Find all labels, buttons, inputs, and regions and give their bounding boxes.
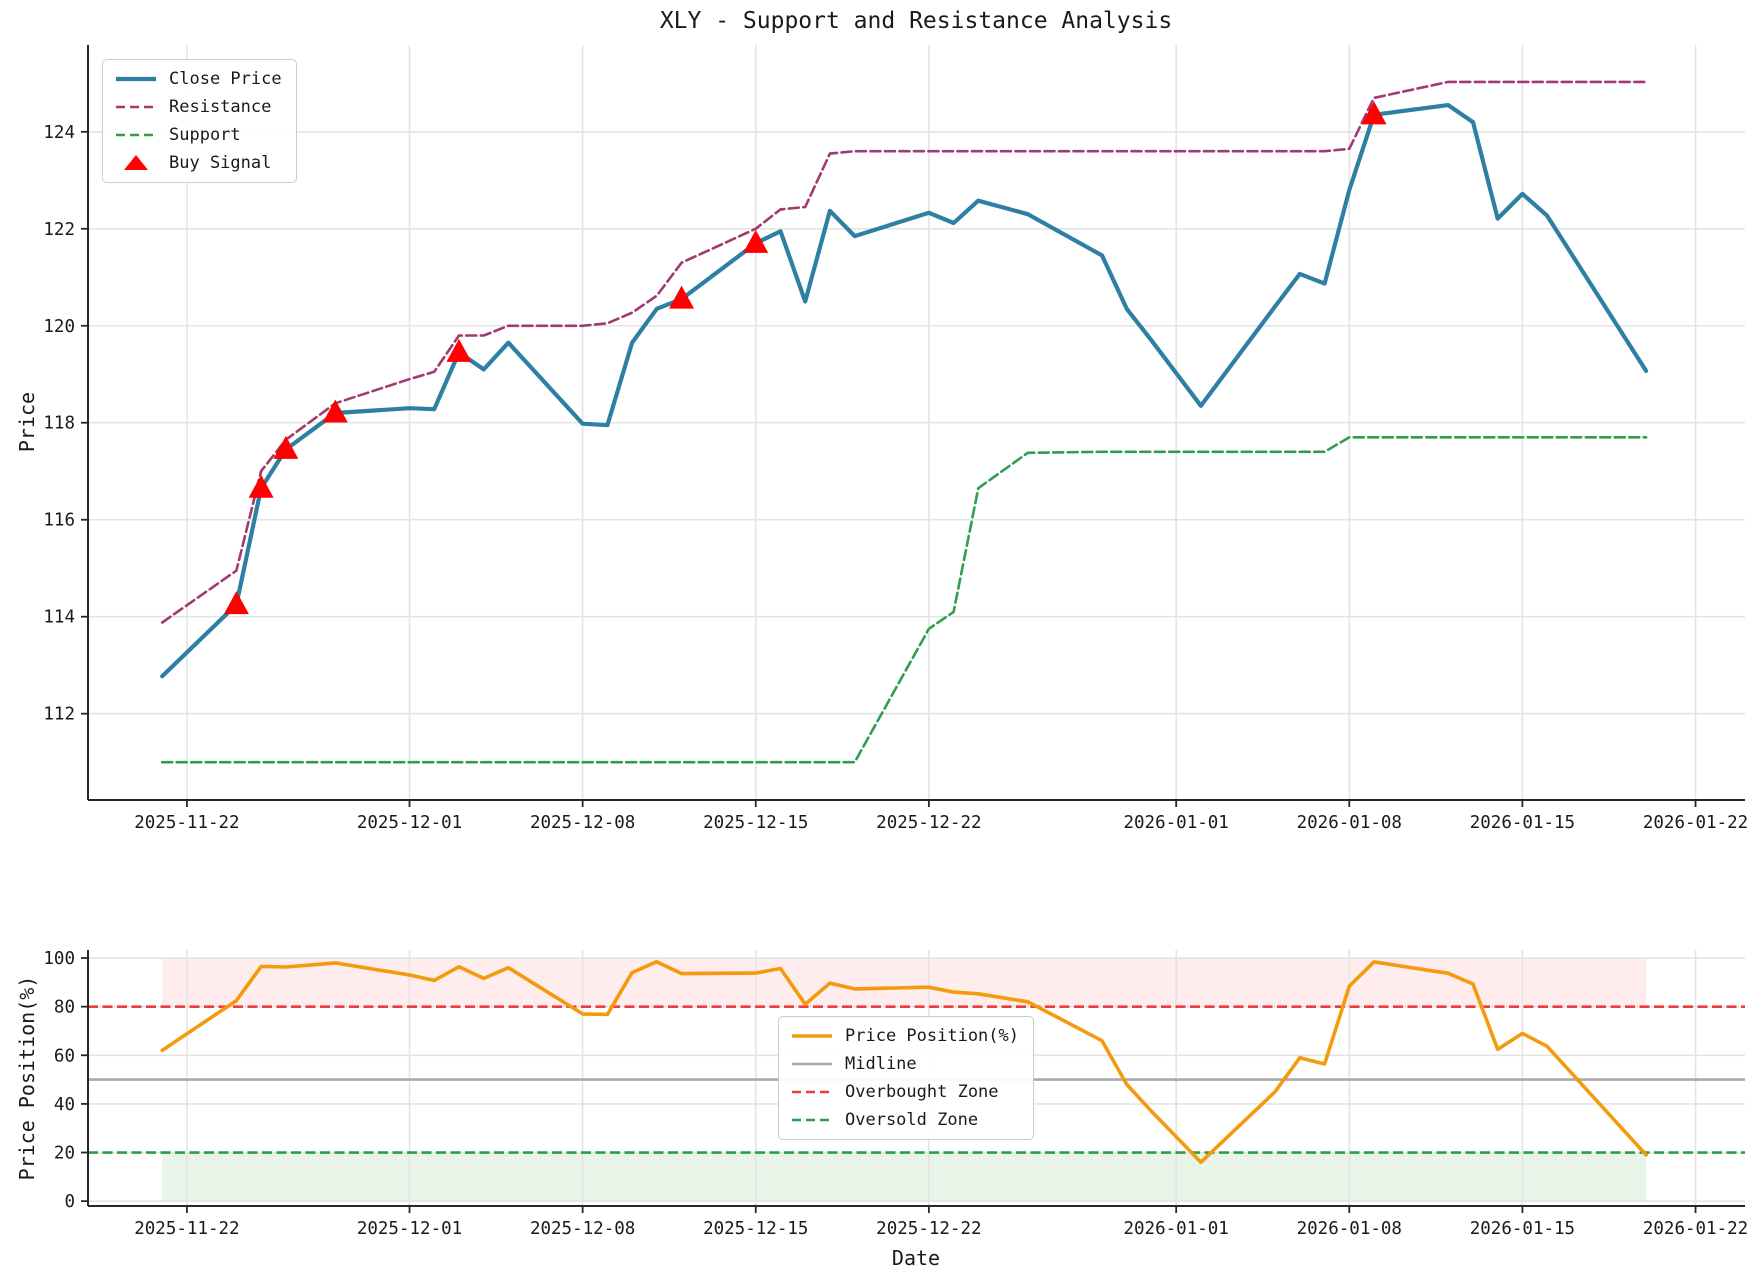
x-tick-label: 2026-01-01 [1123,813,1228,833]
x-tick-label: 2025-12-08 [530,813,635,833]
legend-line-icon [792,1118,832,1122]
oversold-zone [162,1152,1647,1202]
x-tick-label: 2025-12-08 [530,1219,635,1239]
legend-label: Price Position(%) [845,1026,1019,1046]
legend-line-icon [116,76,156,82]
y-tick-label: 60 [54,1046,75,1066]
legend-item-close-price: Close Price [114,69,282,89]
legend-line-icon [792,1062,832,1066]
y-tick-label: 112 [43,705,75,725]
x-tick-label: 2025-12-01 [357,1219,462,1239]
legend-line-icon [792,1034,832,1038]
price-chart-legend: Close Price Resistance Support Buy Signal [102,59,297,183]
legend-label: Overbought Zone [845,1082,999,1102]
legend-item-overbought-zone: Overbought Zone [790,1082,1019,1102]
x-tick-label: 2025-11-22 [134,1219,239,1239]
x-tick-label: 2026-01-15 [1470,813,1575,833]
y-tick-label: 124 [43,123,75,143]
chart-title: XLY - Support and Resistance Analysis [659,8,1173,34]
buy-signal-marker [322,399,348,423]
x-tick-label: 2025-12-01 [357,813,462,833]
x-tick-label: 2025-12-22 [876,813,981,833]
support-line [160,436,1648,764]
y-tick-label: 118 [43,414,75,434]
x-tick-label: 2026-01-22 [1643,813,1748,833]
x-tick-label: 2026-01-01 [1123,1219,1228,1239]
y-tick-label: 122 [43,220,75,240]
legend-item-buy-signal: Buy Signal [114,153,282,173]
buy-signal-marker [248,474,274,498]
buy-signal-marker [446,338,472,362]
y-tick-label: 40 [54,1095,75,1115]
legend-label: Midline [845,1054,917,1074]
y-tick-label: 0 [64,1192,75,1212]
legend-label: Oversold Zone [845,1110,979,1130]
legend-item-price-position(%): Price Position(%) [790,1026,1019,1046]
x-tick-label: 2026-01-22 [1643,1219,1748,1239]
legend-label: Buy Signal [169,153,272,173]
legend-line-icon [792,1090,832,1094]
y-tick-label: 114 [43,608,75,628]
legend-item-support: Support [114,125,282,145]
y-tick-label: 116 [43,511,75,531]
legend-item-oversold-zone: Oversold Zone [790,1110,1019,1130]
x-tick-label: 2026-01-15 [1470,1219,1575,1239]
overbought-zone [162,958,1647,1007]
legend-line-icon [116,133,156,137]
x-tick-label: 2025-12-15 [703,813,808,833]
legend-label: Close Price [169,69,282,89]
x-tick-label: 2026-01-08 [1297,813,1402,833]
buy-signal-marker [273,435,299,459]
y-tick-label: 100 [43,949,75,969]
legend-label: Resistance [169,97,272,117]
resistance-line [160,80,1648,624]
date-axis-label: Date [891,1246,941,1270]
price-position(%)-line [160,959,1648,1164]
y-tick-label: 80 [54,998,75,1018]
legend-item-midline: Midline [790,1054,1019,1074]
y-tick-label: 20 [54,1144,75,1164]
buy-signal-marker [669,285,695,309]
legend-label: Support [169,125,241,145]
close-price-line [160,103,1649,679]
x-tick-label: 2025-12-15 [703,1219,808,1239]
x-tick-label: 2025-11-22 [134,813,239,833]
position-chart-legend: Price Position(%) Midline Overbought Zone O… [778,1016,1034,1140]
legend-item-resistance: Resistance [114,97,282,117]
legend-line-icon [116,105,156,109]
buy-signal-marker [1361,101,1387,125]
buy-signal-marker [223,591,249,615]
buy-signal-marker [743,229,769,253]
buy-signal-icon [124,155,148,170]
x-tick-label: 2025-12-22 [876,1219,981,1239]
y-tick-label: 120 [43,317,75,337]
x-tick-label: 2026-01-08 [1297,1219,1402,1239]
